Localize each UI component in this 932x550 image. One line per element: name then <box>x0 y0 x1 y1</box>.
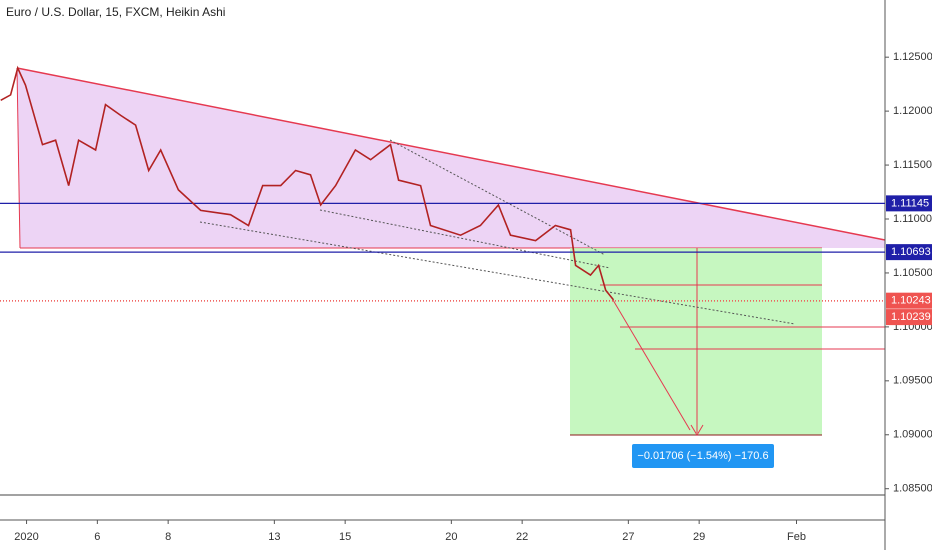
pattern-left <box>16 67 21 249</box>
x-tick-label: 6 <box>94 531 100 543</box>
price-tag-label: 1.10243 <box>891 295 931 307</box>
chart-title: Euro / U.S. Dollar, 15, FXCM, Heikin Ash… <box>6 5 225 19</box>
x-tick-label: 20 <box>445 531 457 543</box>
y-tick-label: 1.08500 <box>893 483 932 495</box>
x-tick-label: 13 <box>268 531 280 543</box>
trend-line <box>199 221 796 325</box>
x-tick-label: 29 <box>693 531 705 543</box>
projection-arrow <box>612 299 691 431</box>
price-tag-label: 1.10239 <box>891 311 931 323</box>
x-tick-label: 2020 <box>14 531 38 543</box>
price-line-series <box>0 65 615 301</box>
price-tag <box>886 244 932 261</box>
y-tick-label: 1.12500 <box>893 51 932 63</box>
x-tick-label: 15 <box>339 531 351 543</box>
y-tick-label: 1.11000 <box>893 213 932 225</box>
y-tick-label: 1.09000 <box>893 429 932 441</box>
measure-label: −0.01706 (−1.54%) −170.6 <box>637 450 768 462</box>
x-tick-label: 22 <box>516 531 528 543</box>
pattern-top <box>16 67 886 241</box>
y-tick-label: 1.11500 <box>893 159 932 171</box>
x-tick-label: 27 <box>622 531 634 543</box>
price-tag <box>886 292 932 309</box>
arrow-head <box>690 424 704 436</box>
trend-line <box>389 139 606 256</box>
price-tag <box>886 309 932 326</box>
price-tag <box>886 195 932 212</box>
price-tag-label: 1.11145 <box>891 197 929 209</box>
target-box <box>570 248 822 435</box>
x-tick-label: Feb <box>787 531 806 543</box>
x-tick-label: 8 <box>165 531 171 543</box>
y-tick-label: 1.09500 <box>893 375 932 387</box>
trend-line <box>319 209 611 269</box>
y-tick-label: 1.12000 <box>893 105 932 117</box>
measure-box <box>632 444 774 468</box>
y-tick-label: 1.10500 <box>893 267 932 279</box>
price-tag-label: 1.10693 <box>891 246 931 258</box>
